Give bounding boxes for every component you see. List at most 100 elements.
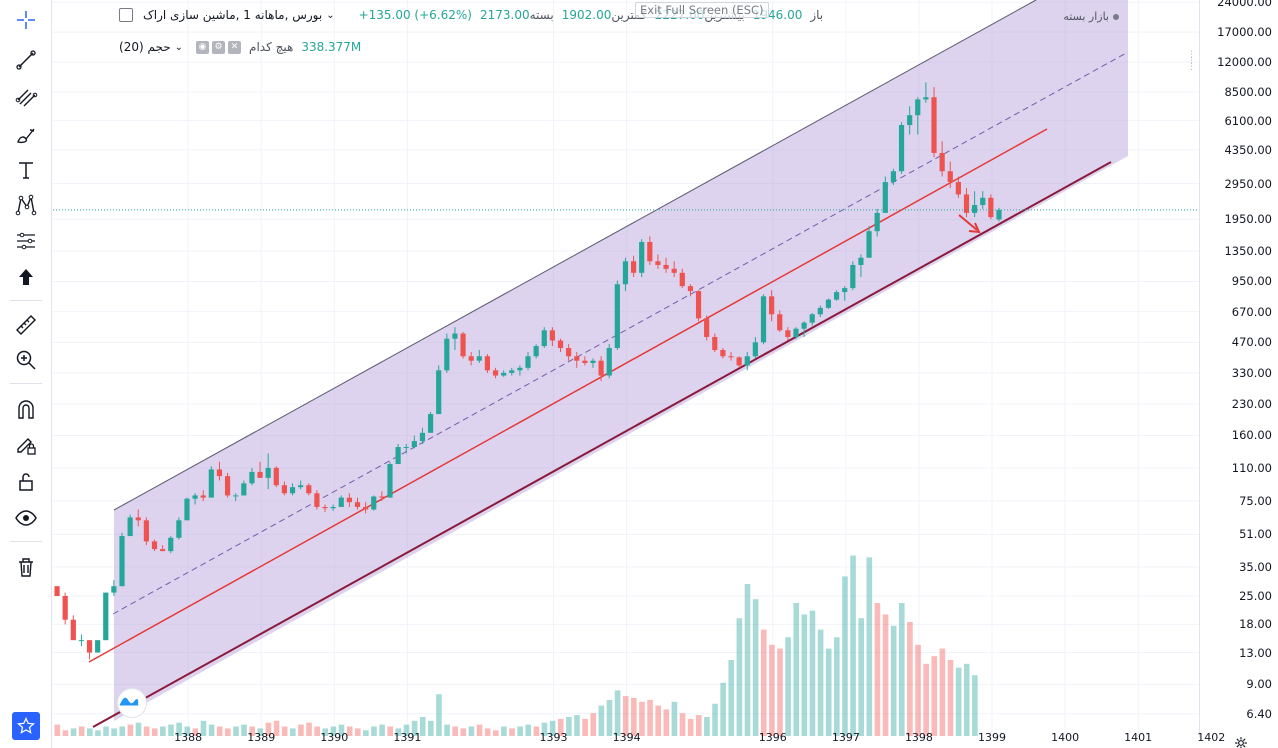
- candle: [468, 352, 474, 366]
- price-label: 17000.00: [1217, 25, 1272, 40]
- candle: [769, 290, 775, 322]
- candle-body: [736, 357, 742, 366]
- candle: [363, 502, 369, 514]
- candle: [639, 239, 645, 278]
- volume-title[interactable]: حجم (20): [119, 40, 171, 54]
- trend-line-icon[interactable]: [11, 45, 41, 75]
- unlock-icon[interactable]: [11, 467, 41, 497]
- low-value: 1902.00: [561, 8, 612, 22]
- volume-bar: [923, 663, 929, 736]
- eye-icon[interactable]: [11, 503, 41, 533]
- price-axis[interactable]: 24000.00 17000.00 12000.00 8500.00 6100.00 43…: [1199, 0, 1278, 738]
- candle: [298, 480, 304, 490]
- close-icon[interactable]: ✕: [228, 40, 242, 54]
- candle-body: [712, 336, 718, 351]
- chart-pane[interactable]: بورس ,ماهانه 1 ,ماشین سازی اراک ⌄ +135.0…: [53, 0, 1239, 738]
- arrow-up-icon[interactable]: [11, 262, 41, 292]
- price-label: 35.00: [1239, 559, 1272, 574]
- eye-toggle-icon[interactable]: ◉: [196, 40, 210, 54]
- pattern-icon[interactable]: [11, 190, 41, 220]
- candle: [598, 356, 604, 382]
- price-label: 12000.00: [1217, 55, 1272, 70]
- zoom-icon[interactable]: [11, 345, 41, 375]
- text-icon[interactable]: [11, 155, 41, 185]
- lock-draw-icon[interactable]: [11, 430, 41, 460]
- time-label: 1393: [539, 731, 568, 744]
- candle: [785, 327, 791, 341]
- candle: [265, 453, 271, 490]
- volume-bar: [70, 728, 77, 736]
- volume-bar: [135, 722, 142, 736]
- candle-body: [184, 498, 190, 521]
- brush-icon[interactable]: [11, 119, 41, 149]
- candle: [533, 344, 539, 359]
- exit-fullscreen-button[interactable]: Exit Full Screen (ESC): [635, 2, 769, 18]
- candle: [411, 435, 417, 449]
- candle-body: [444, 338, 450, 371]
- candle: [354, 497, 361, 510]
- candle-body: [614, 284, 620, 349]
- price-label: 950.00: [1231, 274, 1272, 289]
- candle: [517, 365, 523, 376]
- candlestick-chart[interactable]: [53, 0, 1199, 738]
- candle-body: [54, 586, 60, 596]
- candle-body: [850, 264, 856, 289]
- volume-bar: [298, 724, 304, 736]
- collapse-legend-button[interactable]: [119, 8, 133, 22]
- candle: [947, 161, 953, 189]
- candle: [208, 466, 214, 498]
- candle-body: [484, 356, 491, 371]
- candle-body: [915, 99, 921, 116]
- candle: [151, 539, 158, 552]
- candle: [931, 87, 937, 158]
- ruler-icon[interactable]: [11, 310, 41, 340]
- price-label: 230.00: [1231, 397, 1272, 412]
- candle: [62, 592, 68, 625]
- candle: [78, 634, 85, 647]
- crosshair-icon[interactable]: [11, 5, 41, 35]
- volume-bar: [338, 724, 345, 736]
- volume-bar: [127, 724, 134, 736]
- candle-body: [395, 447, 401, 465]
- price-label: 24000.00: [1217, 0, 1272, 10]
- candle: [95, 640, 101, 653]
- volume-bar: [289, 728, 296, 736]
- volume-none-label: هیچ کدام: [249, 40, 294, 54]
- price-label: 1950.00: [1224, 212, 1272, 227]
- drag-handle-icon[interactable]: ⋮ ⋮ ⋮: [1187, 50, 1196, 72]
- volume-bar: [436, 694, 442, 736]
- measure-icon[interactable]: [11, 226, 41, 256]
- candle: [476, 350, 482, 364]
- favorites-button[interactable]: [12, 712, 40, 740]
- gear-icon[interactable]: [1234, 736, 1248, 748]
- logo-icon[interactable]: [117, 688, 147, 718]
- candle-body: [955, 182, 961, 195]
- volume-bar: [533, 726, 540, 736]
- settings-icon[interactable]: ⚙: [212, 40, 226, 54]
- volume-bar: [858, 618, 864, 736]
- candle: [501, 370, 507, 377]
- volume-bar: [78, 726, 85, 736]
- volume-bar: [346, 726, 353, 736]
- market-status-label: بازار بسته: [1063, 10, 1109, 23]
- candle: [492, 367, 499, 379]
- trash-icon[interactable]: [11, 552, 41, 582]
- chevron-down-icon[interactable]: ⌄: [174, 41, 184, 53]
- volume-bar: [95, 730, 101, 736]
- time-label: 1399: [978, 731, 1007, 744]
- star-icon: [17, 716, 35, 734]
- candle: [980, 191, 986, 209]
- candle-body: [590, 360, 596, 364]
- candle: [817, 305, 823, 317]
- fib-icon[interactable]: [11, 82, 41, 112]
- volume-bar: [62, 730, 69, 736]
- symbol-title[interactable]: بورس ,ماهانه 1 ,ماشین سازی اراک: [143, 8, 323, 22]
- time-axis[interactable]: 1388 1389 1390 1391 1393 1394 1396 1397 1398 1399…: [53, 731, 1225, 748]
- magnet-icon[interactable]: [11, 395, 41, 425]
- volume-bar: [598, 705, 605, 736]
- candle-body: [460, 333, 466, 357]
- price-label: 670.00: [1231, 304, 1272, 319]
- chevron-down-icon[interactable]: ⌄: [326, 9, 335, 21]
- volume-bar: [647, 699, 653, 736]
